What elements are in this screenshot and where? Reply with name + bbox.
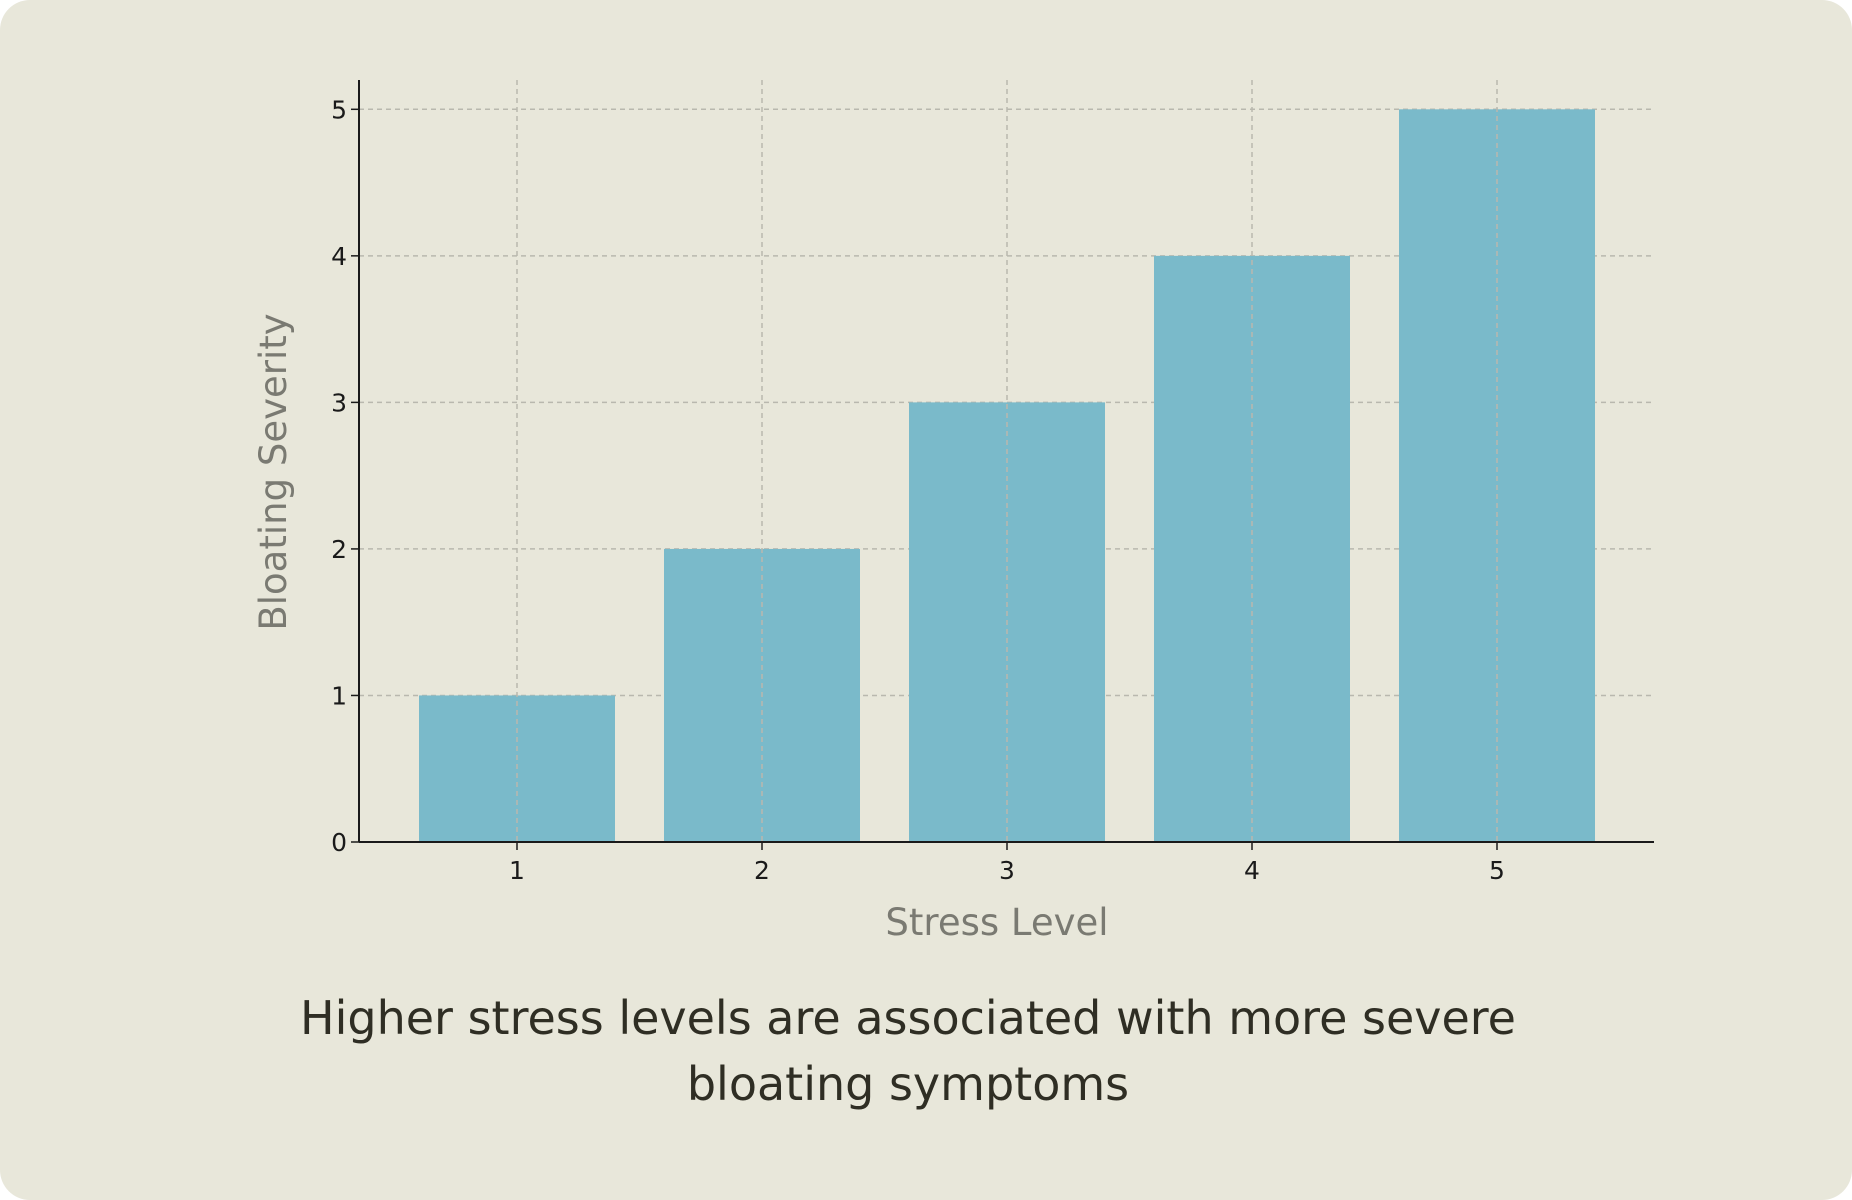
x-tick-label: 5 (1489, 856, 1505, 885)
y-tick-label: 2 (331, 535, 347, 564)
y-tick-label: 0 (331, 828, 347, 857)
y-tick-label: 1 (331, 681, 347, 710)
x-tick-label: 3 (999, 856, 1015, 885)
y-tick-label: 5 (331, 95, 347, 124)
y-tick-label: 3 (331, 388, 347, 417)
axes (351, 80, 1654, 850)
tick-labels: 0 1 2 3 4 5 1 2 3 4 5 (331, 95, 1505, 885)
x-axis-label: Stress Level (885, 901, 1108, 944)
x-tick-label: 4 (1244, 856, 1260, 885)
y-axis-label: Bloating Severity (252, 313, 295, 630)
y-tick-label: 4 (331, 242, 347, 271)
chart-caption: Higher stress levels are associated with… (300, 991, 1516, 1111)
x-tick-label: 2 (754, 856, 770, 885)
bars (419, 80, 1595, 843)
x-tick-label: 1 (509, 856, 525, 885)
